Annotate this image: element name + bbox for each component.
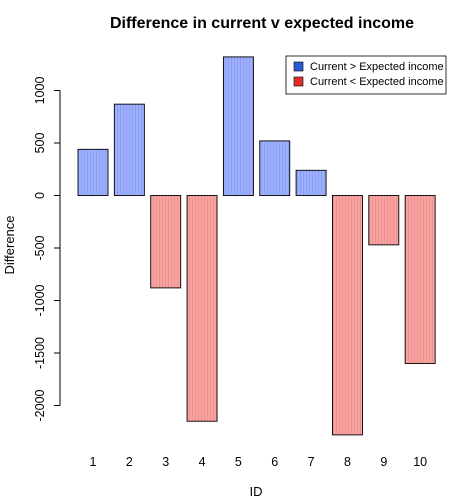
y-tick-label: -1000: [33, 284, 47, 316]
bar-1: [77, 148, 109, 196]
bar-10: [404, 195, 436, 364]
x-tick-label: 9: [380, 455, 387, 469]
y-tick-label: 1000: [33, 77, 47, 105]
legend-label-negative: Current < Expected income: [310, 76, 444, 88]
bar-2: [113, 103, 145, 196]
y-tick-label: -2000: [33, 389, 47, 421]
x-tick-label: 1: [90, 455, 97, 469]
bar-6: [259, 140, 291, 196]
x-tick-label: 8: [344, 455, 351, 469]
y-tick-label: 500: [33, 133, 47, 154]
bar-4: [186, 195, 218, 422]
y-axis: 1000 500 0 -500 -1000 -1500 -2000: [33, 77, 61, 421]
legend-swatch-positive: [293, 61, 304, 72]
x-tick-label: 4: [199, 455, 206, 469]
legend-box: [285, 55, 447, 95]
legend: Current > Expected income Current < Expe…: [285, 55, 447, 95]
y-axis-label: Difference: [2, 215, 17, 274]
bar-7: [295, 169, 327, 196]
bars-group: [77, 56, 436, 436]
x-tick-label: 10: [413, 455, 427, 469]
x-tick-label: 5: [235, 455, 242, 469]
x-tick-label: 3: [162, 455, 169, 469]
x-axis-label: ID: [250, 484, 263, 499]
bar-8: [332, 195, 363, 436]
x-tick-label: 7: [308, 455, 315, 469]
y-tick-label: -500: [33, 235, 47, 260]
x-tick-label: 6: [271, 455, 278, 469]
y-tick-label: 0: [33, 192, 47, 199]
y-tick-label: -1500: [33, 337, 47, 369]
x-tick-label: 2: [126, 455, 133, 469]
legend-label-positive: Current > Expected income: [310, 61, 444, 73]
bar-5: [222, 56, 254, 196]
bar-3: [150, 195, 182, 289]
legend-swatch-negative: [293, 76, 304, 87]
bar-9: [368, 195, 400, 246]
x-tick-labels: 1 2 3 4 5 6 7 8 9 10: [90, 455, 428, 469]
chart-title: Difference in current v expected income: [110, 15, 414, 32]
